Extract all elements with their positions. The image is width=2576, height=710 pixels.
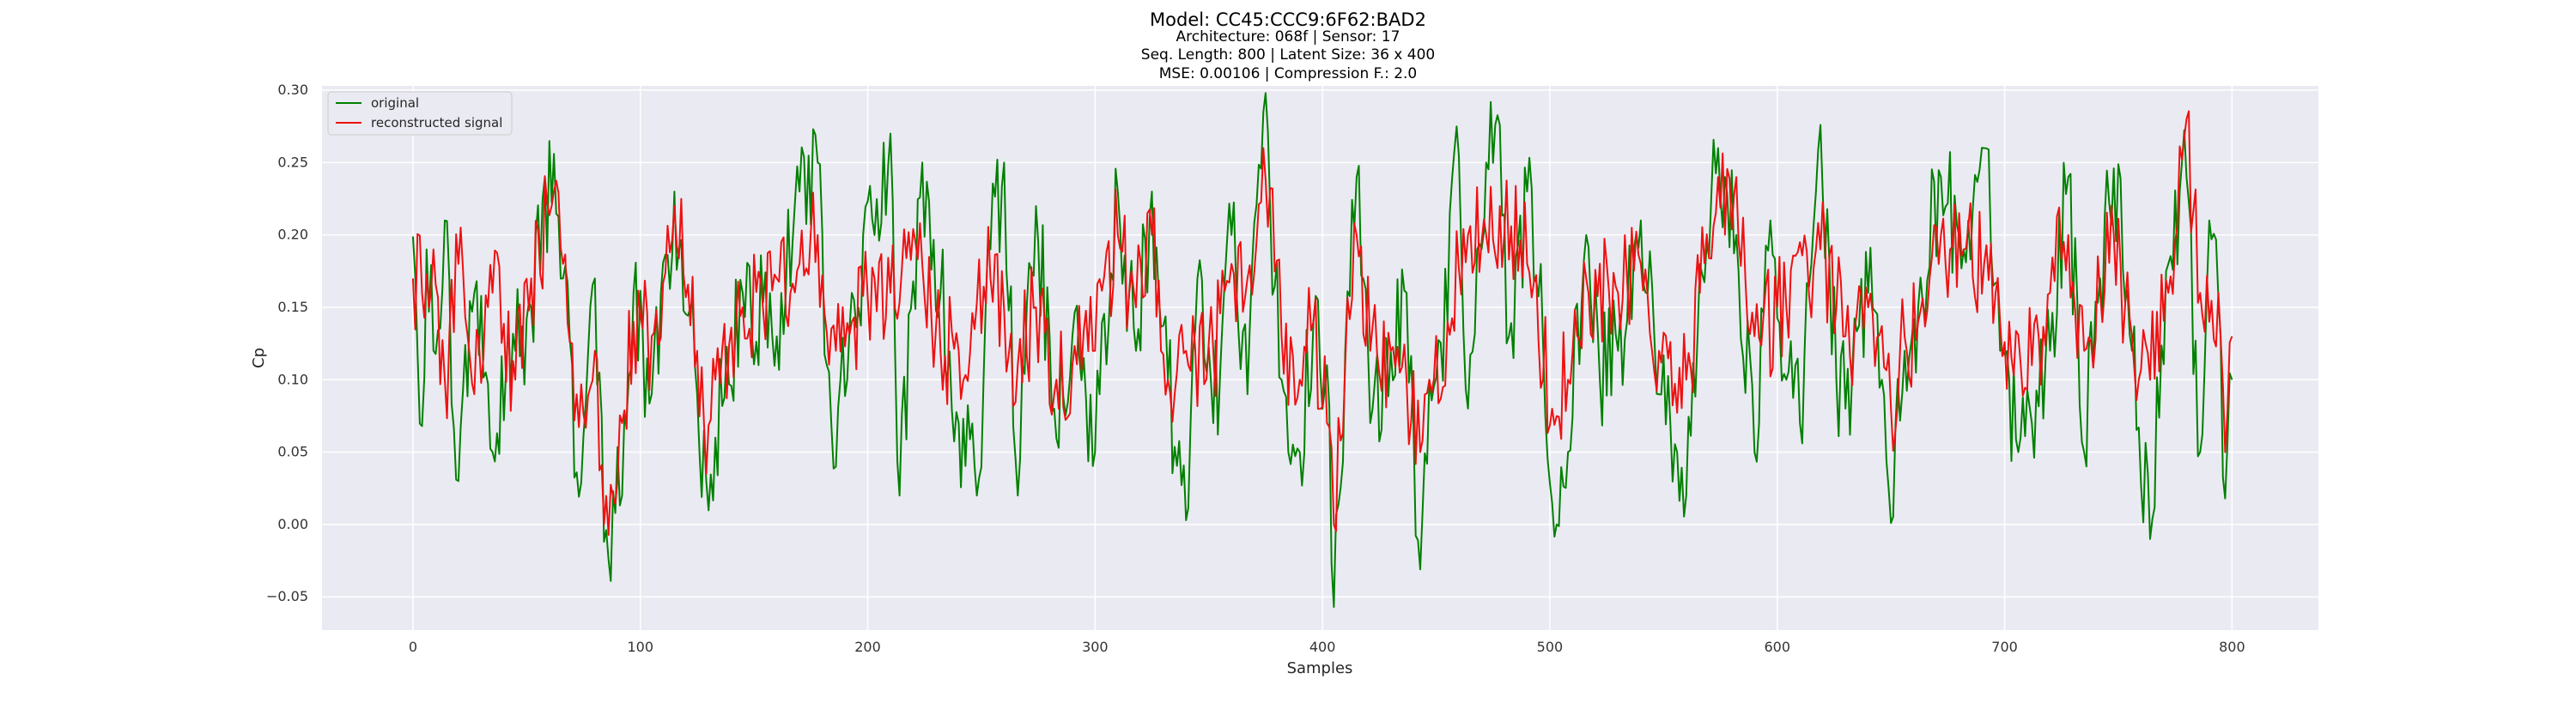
x-tick-label: 300 xyxy=(1082,639,1109,655)
legend-label-reconstructed: reconstructed signal xyxy=(371,115,502,130)
x-tick-label: 400 xyxy=(1309,639,1336,655)
x-tick-label: 200 xyxy=(854,639,881,655)
legend: original reconstructed signal xyxy=(327,91,513,136)
x-tick-label: 600 xyxy=(1764,639,1790,655)
x-axis-label: Samples xyxy=(1287,659,1353,677)
x-tick-label: 700 xyxy=(1991,639,2018,655)
x-tick-label: 800 xyxy=(2219,639,2245,655)
y-tick-label: 0.10 xyxy=(277,371,308,387)
legend-label-original: original xyxy=(371,95,419,111)
chart-subtitle-line-1: Architecture: 068f | Sensor: 17 xyxy=(1176,28,1400,46)
y-tick-label: −0.05 xyxy=(266,588,308,604)
legend-box xyxy=(327,91,513,136)
y-tick-label: 0.00 xyxy=(277,516,308,532)
chart-subtitle-line-2: Seq. Length: 800 | Latent Size: 36 x 400 xyxy=(1141,46,1435,64)
y-tick-label: 0.25 xyxy=(277,154,308,170)
y-tick-label: 0.30 xyxy=(277,82,308,98)
chart-title: Model: CC45:CCC9:6F62:BAD2 xyxy=(1150,9,1426,30)
y-axis-label: Cp xyxy=(250,348,268,368)
x-tick-label: 500 xyxy=(1537,639,1564,655)
series-layer xyxy=(411,92,2233,608)
tick-labels: 0 100 200 300 400 500 600 700 800 −0.05 0.00 0.05 0.… xyxy=(266,82,2245,655)
y-tick-label: 0.15 xyxy=(277,299,308,315)
series-line-reconstructed xyxy=(411,110,2233,537)
grid-lines xyxy=(322,86,2318,630)
y-tick-label: 0.20 xyxy=(277,227,308,243)
y-tick-label: 0.05 xyxy=(277,444,308,460)
x-tick-label: 100 xyxy=(627,639,653,655)
x-tick-label: 0 xyxy=(409,639,417,655)
chart-subtitle-line-3: MSE: 0.00106 | Compression F.: 2.0 xyxy=(1159,65,1418,82)
series-line-original xyxy=(411,92,2233,608)
